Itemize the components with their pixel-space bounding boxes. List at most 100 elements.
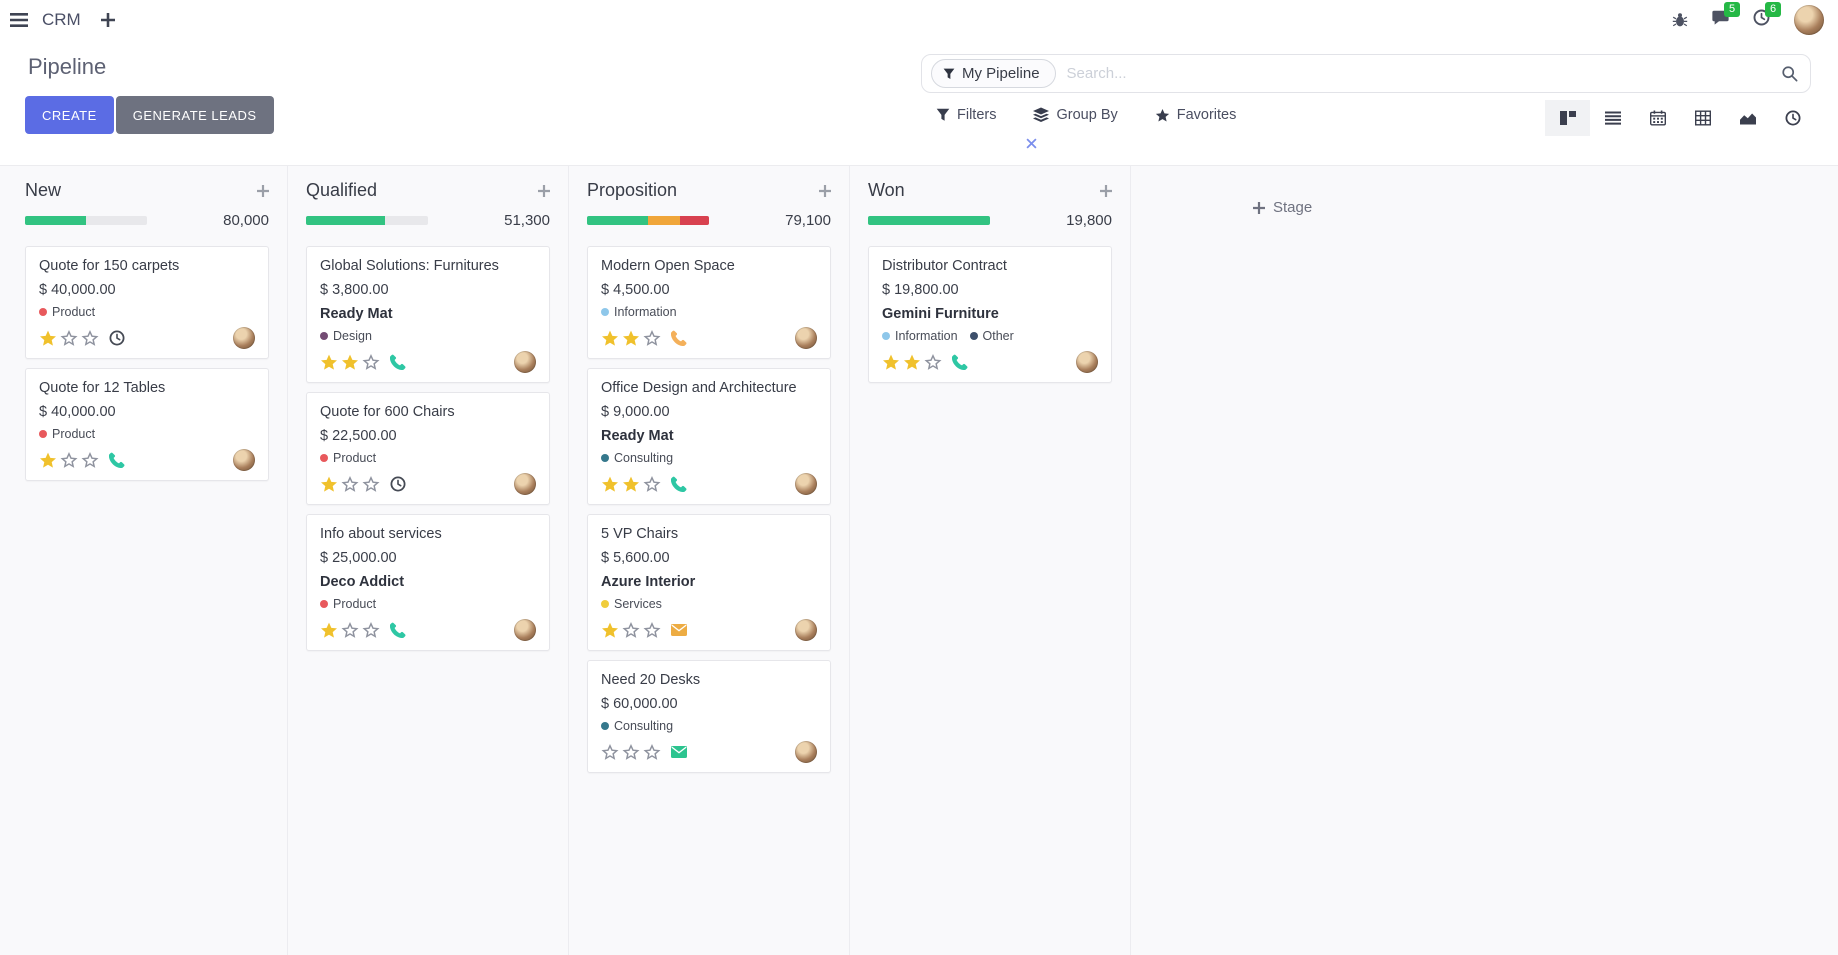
quick-create-icon[interactable] xyxy=(1100,184,1112,197)
kanban-card[interactable]: Quote for 150 carpets $ 40,000.00 Produc… xyxy=(25,246,269,359)
favorites-menu[interactable]: Favorites xyxy=(1155,107,1236,123)
star-icon[interactable] xyxy=(643,621,661,639)
progress-segment[interactable] xyxy=(306,216,386,225)
star-icon[interactable] xyxy=(643,743,661,761)
star-icon[interactable] xyxy=(601,622,619,639)
quick-create-icon[interactable] xyxy=(819,184,831,197)
card-priority[interactable] xyxy=(320,353,380,371)
kanban-card[interactable]: Office Design and Architecture $ 9,000.0… xyxy=(587,368,831,505)
view-graph-button[interactable] xyxy=(1725,100,1770,136)
add-tab-icon[interactable] xyxy=(100,13,115,27)
star-icon[interactable] xyxy=(622,330,640,347)
avatar[interactable] xyxy=(233,449,255,471)
star-icon[interactable] xyxy=(882,354,900,371)
clock-activity-icon[interactable] xyxy=(390,476,406,492)
view-pivot-button[interactable] xyxy=(1680,100,1725,136)
add-stage-button[interactable]: Stage xyxy=(1131,166,1312,222)
kanban-card[interactable]: Global Solutions: Furnitures $ 3,800.00 … xyxy=(306,246,550,383)
filters-menu[interactable]: Filters xyxy=(936,107,996,123)
avatar[interactable] xyxy=(233,327,255,349)
apps-menu-icon[interactable] xyxy=(10,11,28,29)
view-activity-button[interactable] xyxy=(1770,100,1815,136)
mail-activity-icon[interactable] xyxy=(671,622,687,638)
phone-activity-icon[interactable] xyxy=(390,622,406,638)
avatar[interactable] xyxy=(514,619,536,641)
star-icon[interactable] xyxy=(903,354,921,371)
star-icon[interactable] xyxy=(60,451,78,469)
phone-activity-icon[interactable] xyxy=(390,354,406,370)
star-icon[interactable] xyxy=(341,354,359,371)
card-priority[interactable] xyxy=(601,475,661,493)
phone-activity-icon[interactable] xyxy=(671,330,687,346)
star-icon[interactable] xyxy=(924,353,942,371)
star-icon[interactable] xyxy=(60,329,78,347)
progress-segment[interactable] xyxy=(868,216,990,225)
star-icon[interactable] xyxy=(81,451,99,469)
kanban-card[interactable]: Modern Open Space $ 4,500.00 Information xyxy=(587,246,831,359)
stage-progressbar[interactable] xyxy=(587,216,709,225)
kanban-card[interactable]: Quote for 12 Tables $ 40,000.00 Product xyxy=(25,368,269,481)
star-icon[interactable] xyxy=(601,743,619,761)
star-icon[interactable] xyxy=(320,476,338,493)
card-priority[interactable] xyxy=(601,743,661,761)
create-button[interactable]: CREATE xyxy=(25,96,114,134)
search-icon[interactable] xyxy=(1781,65,1798,82)
star-icon[interactable] xyxy=(601,476,619,493)
avatar[interactable] xyxy=(1076,351,1098,373)
phone-activity-icon[interactable] xyxy=(109,452,125,468)
view-list-button[interactable] xyxy=(1590,100,1635,136)
kanban-card[interactable]: Distributor Contract $ 19,800.00 Gemini … xyxy=(868,246,1112,383)
card-priority[interactable] xyxy=(320,621,380,639)
stage-progressbar[interactable] xyxy=(25,216,147,225)
star-icon[interactable] xyxy=(341,475,359,493)
facet-remove-icon[interactable] xyxy=(1026,138,1037,149)
star-icon[interactable] xyxy=(320,354,338,371)
card-priority[interactable] xyxy=(39,329,99,347)
star-icon[interactable] xyxy=(39,330,57,347)
star-icon[interactable] xyxy=(341,621,359,639)
user-avatar[interactable] xyxy=(1794,5,1824,35)
phone-activity-icon[interactable] xyxy=(671,476,687,492)
star-icon[interactable] xyxy=(643,329,661,347)
stage-progressbar[interactable] xyxy=(868,216,990,225)
mail-activity-icon[interactable] xyxy=(671,744,687,760)
clock-activity-icon[interactable] xyxy=(109,330,125,346)
progress-segment[interactable] xyxy=(587,216,648,225)
avatar[interactable] xyxy=(514,473,536,495)
messages-button[interactable]: 5 xyxy=(1712,2,1740,31)
avatar[interactable] xyxy=(795,619,817,641)
view-calendar-button[interactable] xyxy=(1635,100,1680,136)
group-by-menu[interactable]: Group By xyxy=(1033,107,1118,123)
stage-progressbar[interactable] xyxy=(306,216,428,225)
phone-activity-icon[interactable] xyxy=(952,354,968,370)
star-icon[interactable] xyxy=(362,475,380,493)
card-priority[interactable] xyxy=(601,621,661,639)
kanban-card[interactable]: Info about services $ 25,000.00 Deco Add… xyxy=(306,514,550,651)
bug-icon[interactable] xyxy=(1672,12,1688,28)
card-priority[interactable] xyxy=(320,475,380,493)
avatar[interactable] xyxy=(795,327,817,349)
star-icon[interactable] xyxy=(362,353,380,371)
card-priority[interactable] xyxy=(601,329,661,347)
view-kanban-button[interactable] xyxy=(1545,100,1590,136)
search-facet-my-pipeline[interactable]: My Pipeline xyxy=(931,59,1056,88)
progress-segment[interactable] xyxy=(648,216,680,225)
quick-create-icon[interactable] xyxy=(538,184,550,197)
quick-create-icon[interactable] xyxy=(257,184,269,197)
star-icon[interactable] xyxy=(622,743,640,761)
avatar[interactable] xyxy=(795,473,817,495)
avatar[interactable] xyxy=(514,351,536,373)
kanban-card[interactable]: 5 VP Chairs $ 5,600.00 Azure Interior Se… xyxy=(587,514,831,651)
star-icon[interactable] xyxy=(81,329,99,347)
avatar[interactable] xyxy=(795,741,817,763)
star-icon[interactable] xyxy=(643,475,661,493)
star-icon[interactable] xyxy=(39,452,57,469)
kanban-card[interactable]: Need 20 Desks $ 60,000.00 Consulting xyxy=(587,660,831,773)
card-priority[interactable] xyxy=(39,451,99,469)
star-icon[interactable] xyxy=(320,622,338,639)
activities-button[interactable]: 6 xyxy=(1753,2,1781,31)
generate-leads-button[interactable]: GENERATE LEADS xyxy=(115,96,274,134)
search-input[interactable] xyxy=(1064,64,1781,83)
star-icon[interactable] xyxy=(601,330,619,347)
card-priority[interactable] xyxy=(882,353,942,371)
